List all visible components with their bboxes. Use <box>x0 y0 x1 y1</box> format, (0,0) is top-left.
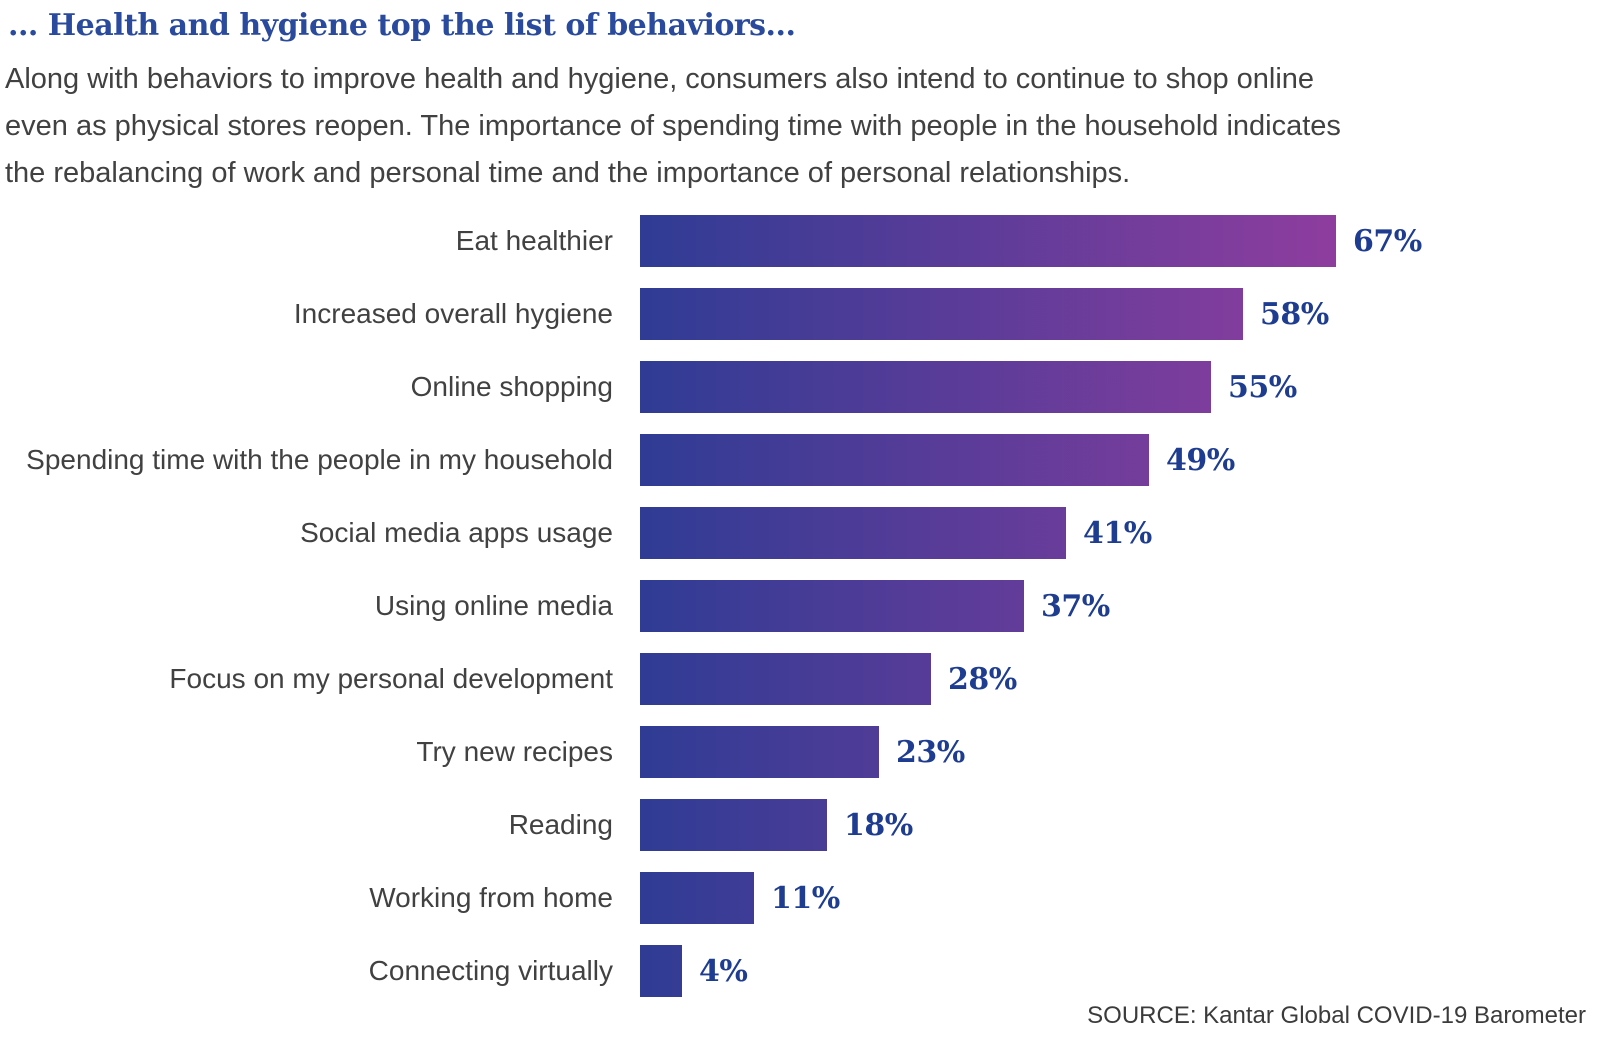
category-label: Social media apps usage <box>300 517 613 548</box>
chart-row: Spending time with the people in my hous… <box>0 434 1600 486</box>
value-label: 11% <box>771 880 840 916</box>
value-label: 41% <box>1083 515 1152 551</box>
source-attribution: SOURCE: Kantar Global COVID-19 Barometer <box>1087 1002 1586 1029</box>
chart-row: Increased overall hygiene 58% <box>0 288 1600 340</box>
bar <box>640 653 931 705</box>
chart-row: Using online media 37% <box>0 580 1600 632</box>
category-label: Focus on my personal development <box>169 663 613 694</box>
bar <box>640 726 879 778</box>
chart-row: Focus on my personal development 28% <box>0 653 1600 705</box>
category-label: Online shopping <box>410 371 613 402</box>
value-label: 18% <box>844 807 913 843</box>
category-label: Eat healthier <box>455 225 613 256</box>
value-label: 49% <box>1166 442 1235 478</box>
chart-row: Working from home 11% <box>0 872 1600 924</box>
category-label: Working from home <box>369 882 613 913</box>
bar <box>640 215 1336 267</box>
intro-line: Along with behaviors to improve health a… <box>5 63 1315 95</box>
category-label: Spending time with the people in my hous… <box>26 444 613 475</box>
value-label: 28% <box>948 661 1017 697</box>
category-label: Using online media <box>374 590 613 621</box>
value-label: 37% <box>1041 588 1110 624</box>
bar <box>640 872 754 924</box>
intro-line: even as physical stores reopen. The impo… <box>5 110 1341 142</box>
chart-row: Eat healthier 67% <box>0 215 1600 267</box>
category-label: Try new recipes <box>416 736 613 767</box>
chart-row: Reading 18% <box>0 799 1600 851</box>
bar <box>640 434 1149 486</box>
bar <box>640 580 1024 632</box>
chart-row: Online shopping 55% <box>0 361 1600 413</box>
value-label: 55% <box>1228 369 1297 405</box>
bar <box>640 361 1211 413</box>
chart-row: Try new recipes 23% <box>0 726 1600 778</box>
intro-line: the rebalancing of work and personal tim… <box>5 157 1131 189</box>
value-label: 4% <box>699 953 748 989</box>
category-label: Increased overall hygiene <box>293 298 613 329</box>
bar <box>640 945 682 997</box>
value-label: 67% <box>1353 223 1422 259</box>
value-label: 23% <box>896 734 965 770</box>
intro-paragraph: Along with behaviors to improve health a… <box>5 56 1600 197</box>
page-title: ... Health and hygiene top the list of b… <box>8 8 796 43</box>
category-label: Reading <box>508 809 613 840</box>
bar <box>640 799 827 851</box>
bar-chart: Eat healthier 67% Increased overall hygien… <box>0 215 1600 997</box>
category-label: Connecting virtually <box>368 955 613 986</box>
chart-row: Connecting virtually 4% <box>0 945 1600 997</box>
chart-row: Social media apps usage 41% <box>0 507 1600 559</box>
value-label: 58% <box>1260 296 1329 332</box>
bar <box>640 507 1066 559</box>
bar <box>640 288 1243 340</box>
